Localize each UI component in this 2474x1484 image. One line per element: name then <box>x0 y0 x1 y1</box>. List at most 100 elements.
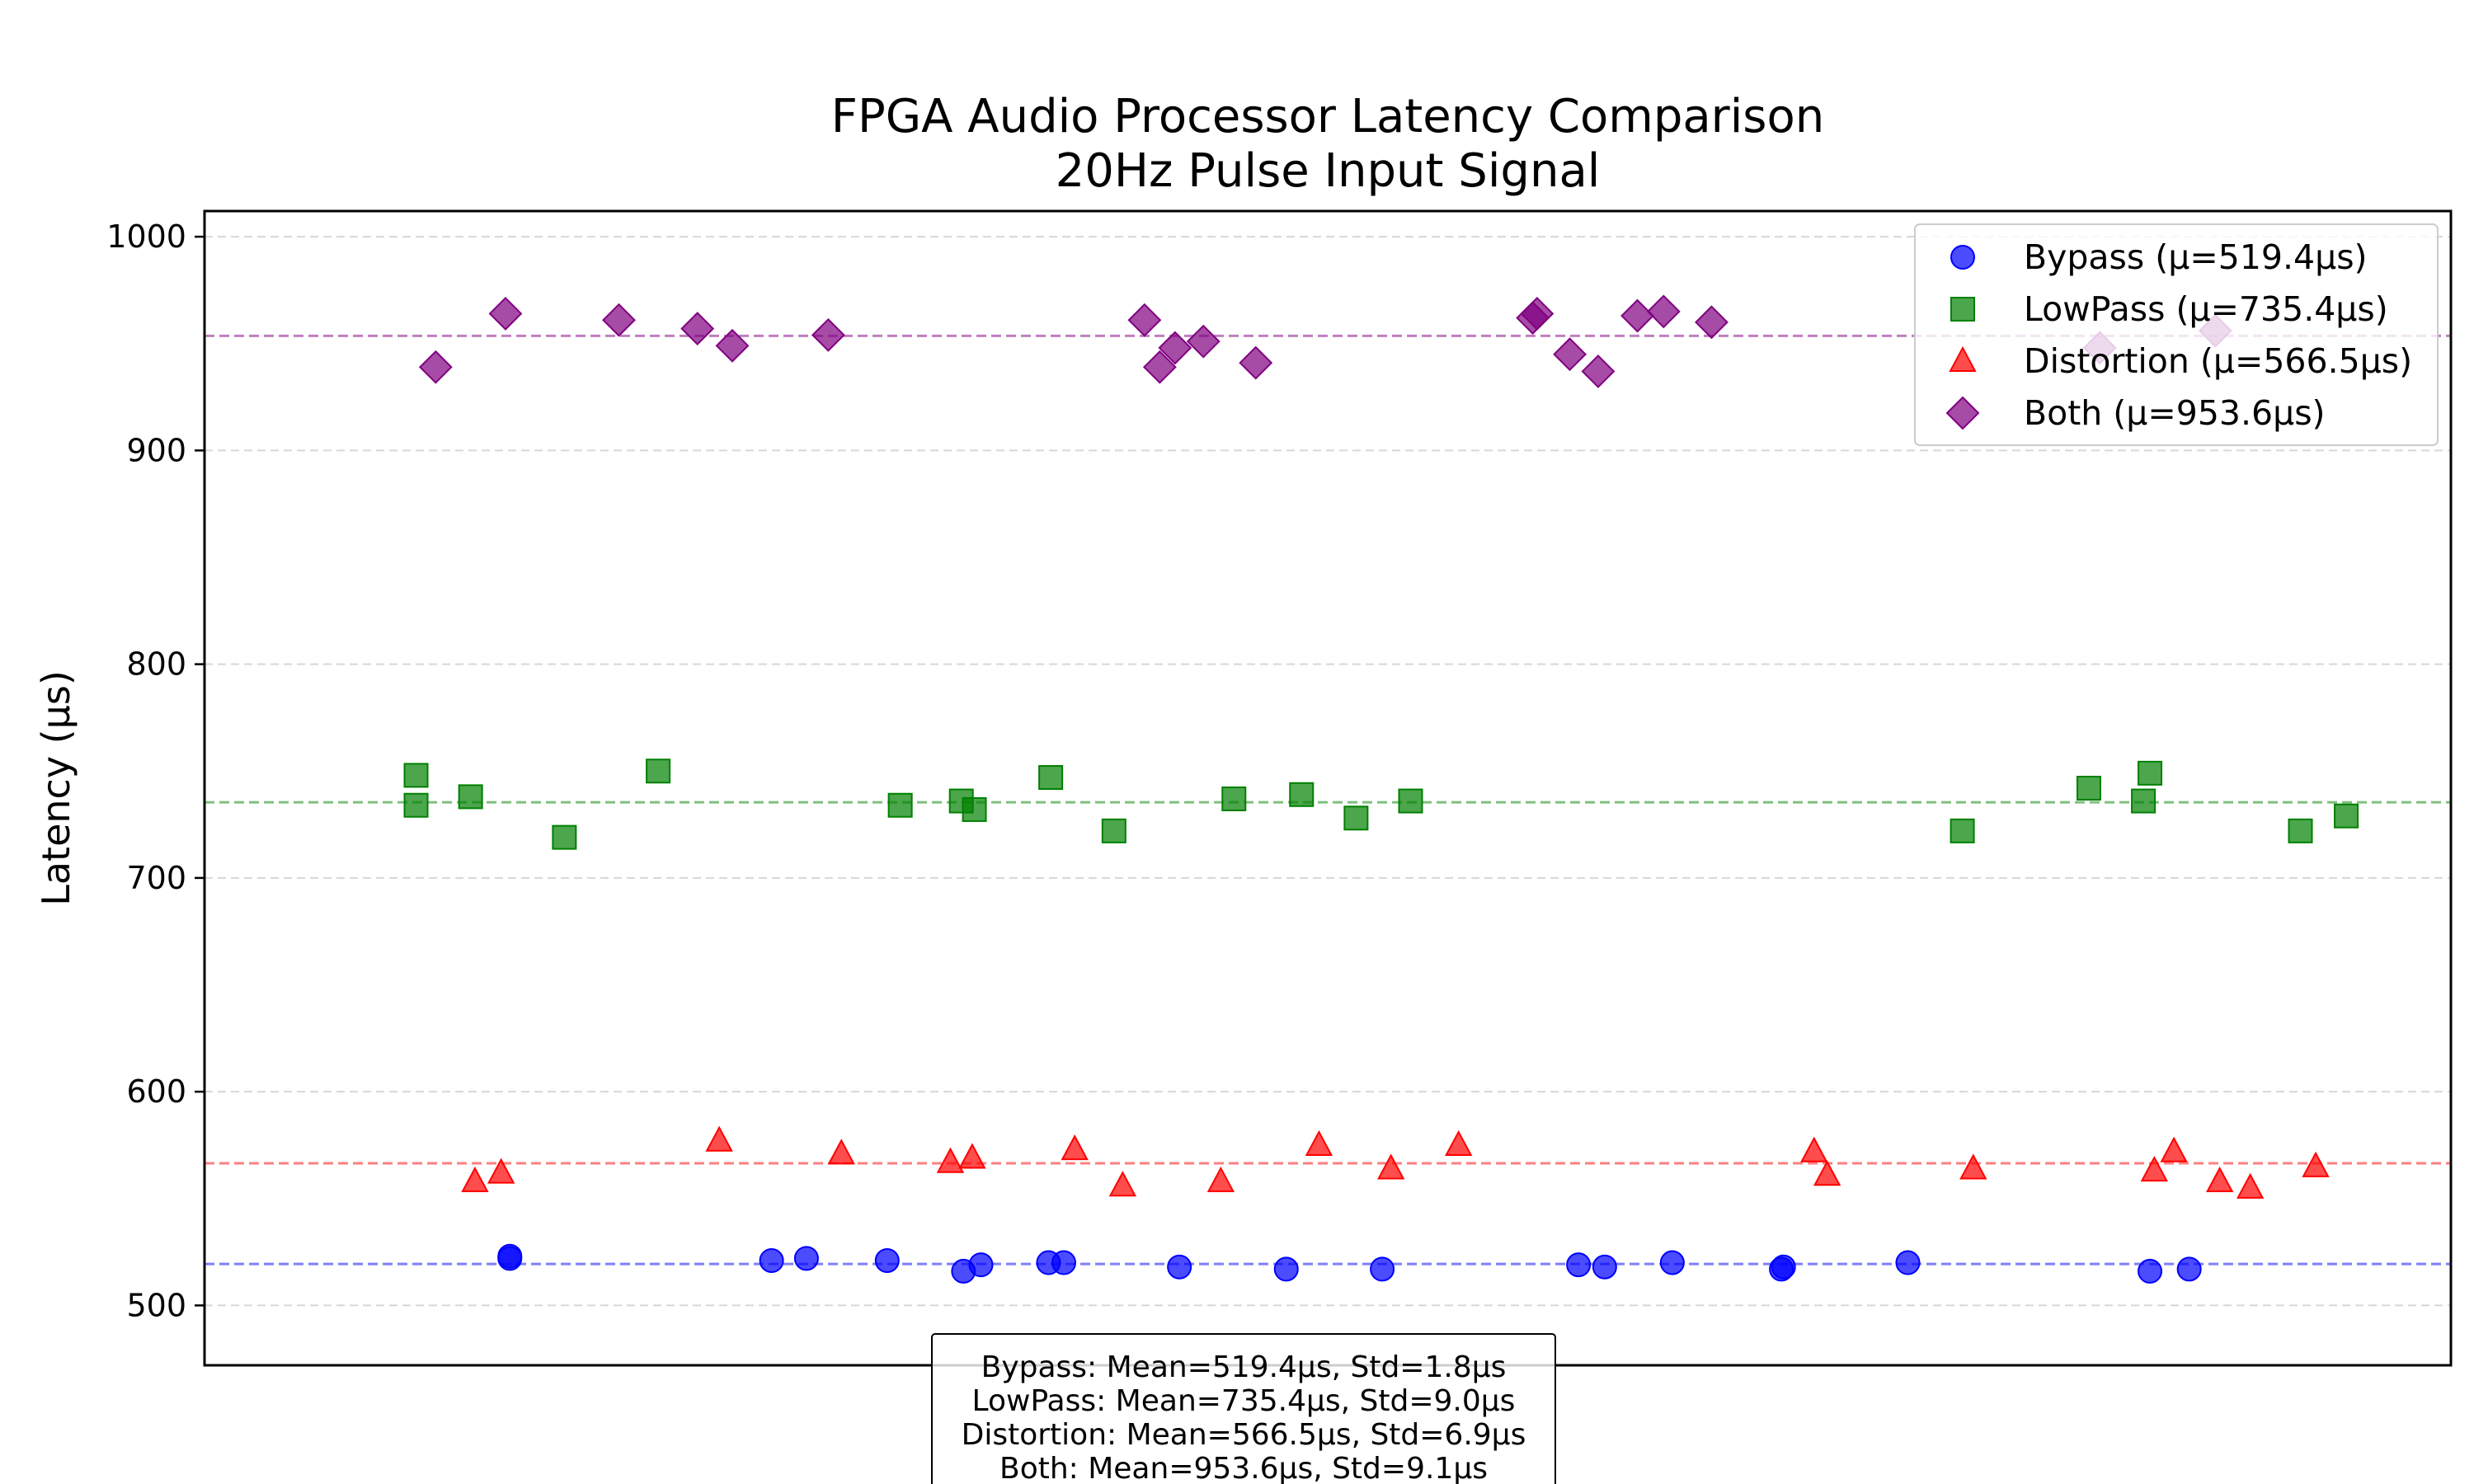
legend-marker-distortion <box>1949 345 1977 372</box>
stats-line-1: LowPass: Mean=735.4µs, Std=9.0µs <box>972 1384 1516 1418</box>
legend-label-lowpass: LowPass (µ=735.4µs) <box>2024 289 2388 329</box>
point-bypass-16 <box>1771 1254 1796 1280</box>
point-bypass-11 <box>1370 1256 1395 1282</box>
point-lowpass-13 <box>1398 788 1423 814</box>
point-distortion-19 <box>2302 1151 2330 1177</box>
legend-marker-bypass <box>1950 245 1975 270</box>
point-bypass-17 <box>1895 1250 1921 1275</box>
point-lowpass-2 <box>458 784 483 810</box>
stats-line-2: Distortion: Mean=566.5µs, Std=6.9µs <box>962 1418 1526 1452</box>
point-distortion-9 <box>1305 1129 1333 1156</box>
point-lowpass-1 <box>403 792 429 818</box>
point-distortion-2 <box>705 1125 733 1152</box>
legend: Bypass (µ=519.4µs) LowPass (µ=735.4µs) Dis… <box>1914 223 2439 446</box>
point-distortion-6 <box>1061 1134 1089 1161</box>
point-lowpass-15 <box>2076 776 2101 801</box>
legend-label-bypass: Bypass (µ=519.4µs) <box>2024 237 2368 277</box>
stats-box: Bypass: Mean=519.4µs, Std=1.8µsLowPass: … <box>931 1333 1556 1484</box>
point-lowpass-11 <box>1289 782 1315 807</box>
point-distortion-15 <box>2140 1155 2168 1182</box>
point-bypass-10 <box>1273 1256 1299 1282</box>
y-tick-label-1000: 1000 <box>106 218 186 255</box>
point-lowpass-9 <box>1101 818 1126 843</box>
point-lowpass-3 <box>552 824 577 850</box>
point-bypass-4 <box>874 1247 900 1273</box>
point-distortion-17 <box>2205 1166 2234 1193</box>
y-tick-label-700: 700 <box>126 860 186 896</box>
point-bypass-13 <box>1592 1254 1617 1280</box>
point-both-2 <box>602 303 636 337</box>
point-bypass-8 <box>1051 1250 1076 1275</box>
grid-lines <box>205 236 2451 1307</box>
point-distortion-11 <box>1445 1129 1473 1156</box>
point-bypass-3 <box>793 1246 819 1271</box>
stats-line-0: Bypass: Mean=519.4µs, Std=1.8µs <box>981 1350 1507 1384</box>
point-both-9 <box>1186 324 1221 359</box>
point-distortion-8 <box>1206 1166 1235 1193</box>
y-tick-label-900: 900 <box>126 432 186 468</box>
point-both-15 <box>1620 298 1654 333</box>
point-bypass-6 <box>968 1252 994 1278</box>
point-distortion-18 <box>2236 1172 2265 1199</box>
point-both-3 <box>680 312 715 346</box>
point-distortion-13 <box>1813 1160 1841 1186</box>
point-bypass-1 <box>497 1246 523 1271</box>
point-bypass-12 <box>1566 1252 1592 1278</box>
y-tick-label-500: 500 <box>126 1287 186 1323</box>
point-lowpass-8 <box>1038 765 1064 791</box>
point-lowpass-17 <box>2138 760 2163 786</box>
point-distortion-16 <box>2160 1136 2188 1162</box>
point-both-6 <box>1127 303 1162 337</box>
point-distortion-7 <box>1108 1171 1137 1197</box>
point-distortion-1 <box>487 1158 515 1184</box>
point-bypass-19 <box>2176 1256 2202 1282</box>
legend-marker-both <box>1945 396 1980 430</box>
mean-lines <box>205 334 2451 1266</box>
point-bypass-2 <box>759 1247 784 1273</box>
point-both-5 <box>811 317 845 352</box>
point-both-17 <box>1695 305 1729 340</box>
legend-marker-lowpass <box>1950 297 1975 322</box>
y-tick-label-800: 800 <box>126 646 186 683</box>
point-both-16 <box>1646 294 1681 329</box>
point-lowpass-0 <box>403 763 429 788</box>
point-lowpass-14 <box>1950 818 1975 843</box>
y-axis-label: Latency (µs) <box>34 670 78 906</box>
point-distortion-5 <box>958 1143 986 1169</box>
point-lowpass-5 <box>887 792 913 818</box>
y-axis-ticks: 500 600 700 800 900 1000 <box>106 218 205 1323</box>
point-both-13 <box>1553 337 1587 372</box>
point-bypass-14 <box>1659 1250 1685 1275</box>
point-bypass-18 <box>2138 1258 2163 1284</box>
stats-frame <box>931 1333 1556 1484</box>
point-lowpass-12 <box>1343 805 1369 831</box>
point-both-0 <box>418 350 453 384</box>
legend-label-both: Both (µ=953.6µs) <box>2024 393 2326 433</box>
point-distortion-12 <box>1800 1136 1828 1162</box>
point-lowpass-19 <box>2334 803 2359 829</box>
y-tick-label-600: 600 <box>126 1073 186 1110</box>
point-distortion-4 <box>936 1147 965 1173</box>
legend-frame <box>1914 223 2439 446</box>
point-lowpass-4 <box>646 758 671 784</box>
point-bypass-9 <box>1167 1254 1192 1280</box>
stats-line-3: Both: Mean=953.6µs, Std=9.1µs <box>999 1452 1488 1484</box>
point-lowpass-7 <box>962 796 987 822</box>
point-both-10 <box>1239 345 1273 380</box>
chart-title-line-1: FPGA Audio Processor Latency Comparison <box>831 90 1824 143</box>
chart-title-line-2: 20Hz Pulse Input Signal <box>1056 144 1601 198</box>
point-distortion-3 <box>827 1139 855 1165</box>
point-both-1 <box>488 297 523 331</box>
point-distortion-10 <box>1377 1153 1405 1180</box>
point-both-4 <box>715 328 750 363</box>
point-distortion-0 <box>461 1166 489 1193</box>
point-both-12 <box>1520 297 1554 331</box>
point-both-8 <box>1158 331 1192 365</box>
point-both-7 <box>1142 350 1177 384</box>
point-both-14 <box>1581 355 1616 388</box>
point-lowpass-10 <box>1221 786 1247 811</box>
point-lowpass-18 <box>2288 818 2313 843</box>
legend-label-distortion: Distortion (µ=566.5µs) <box>2024 341 2412 381</box>
point-distortion-14 <box>1959 1153 1987 1180</box>
